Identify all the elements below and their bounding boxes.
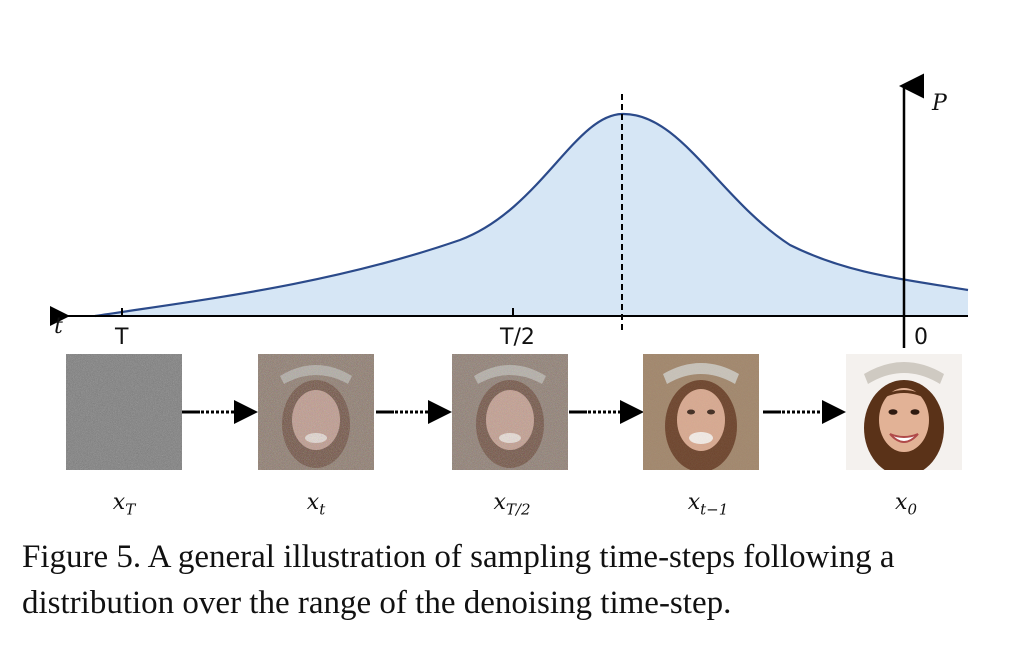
label-xT-half: xT/2 [493,490,531,519]
tick-label-T: T [114,325,129,350]
label-xt-minus-1: xt−1 [687,490,729,519]
distribution-area [95,113,968,316]
distribution-curve [94,112,969,318]
sample-image-x0 [846,354,962,470]
probability-axis-label: P [931,91,948,116]
sample-image-xT [66,354,182,470]
label-x0: x0 [895,490,917,519]
label-xt: xt [306,490,326,519]
sample-image-xT-half [452,354,568,470]
time-axis-label: t [54,314,63,339]
sample-image-xt-minus-1 [643,354,759,470]
label-xT: xT [112,490,136,519]
distribution-plot: t P T T/2 0 [50,73,969,350]
tick-label-zero: 0 [914,325,928,350]
tick-label-T-half: T/2 [499,325,535,350]
figure-caption: Figure 5. A general illustration of samp… [22,539,895,621]
sample-image-xt [258,354,374,470]
